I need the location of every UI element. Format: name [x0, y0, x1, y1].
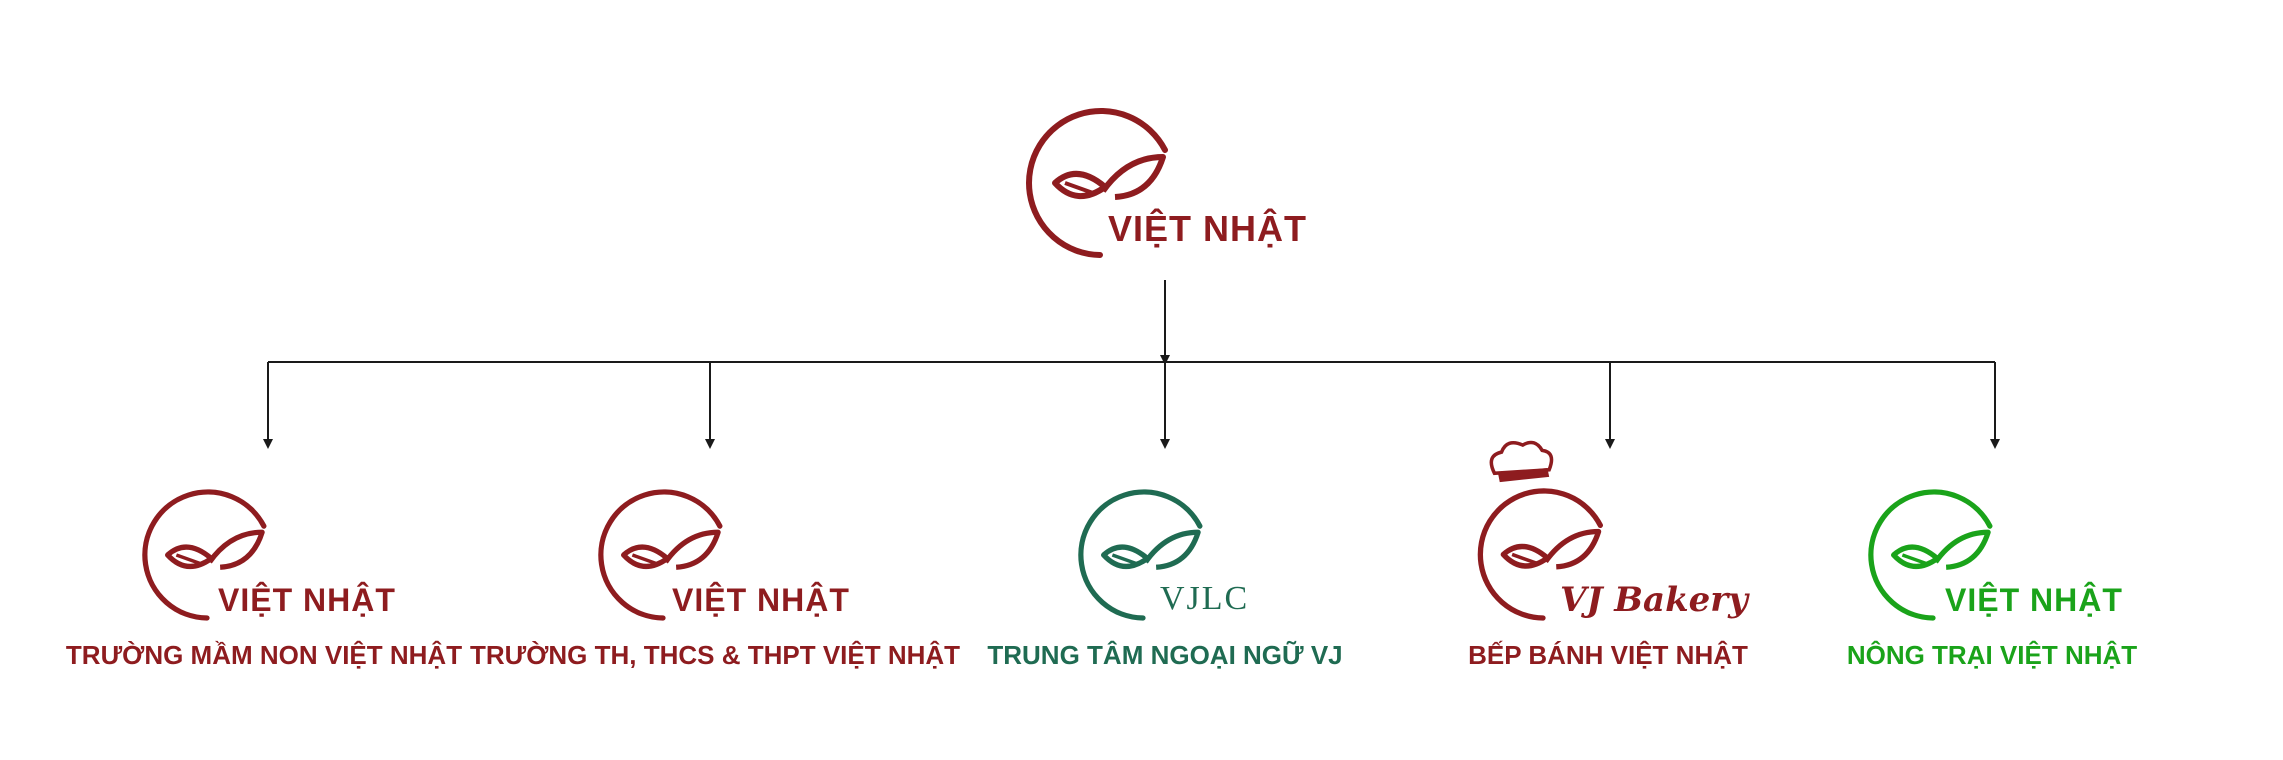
unit-4-wordmark: VJ Bakery [1560, 580, 1748, 620]
unit-5-wordmark: VIỆT NHẬT [1945, 582, 2123, 618]
unit-4-logo [1468, 438, 1618, 621]
unit-3-title: TRUNG TÂM NGOẠI NGỮ VJ [987, 640, 1343, 670]
leaf-swoosh-logo-icon [598, 489, 723, 621]
root-wordmark: VIỆT NHẬT [1108, 208, 1308, 249]
unit-1-wordmark: VIỆT NHẬT [218, 582, 396, 618]
unit-3-wordmark: VJLC [1160, 580, 1250, 617]
leaf-swoosh-logo-icon [1078, 489, 1203, 621]
unit-4-title: BẾP BÁNH VIỆT NHẬT [1468, 640, 1748, 670]
unit-2-logo [588, 478, 738, 621]
leaf-swoosh-logo-icon [1026, 108, 1168, 258]
unit-2-title: TRƯỜNG TH, THCS & THPT VIỆT NHẬT [470, 640, 961, 670]
leaf-swoosh-logo-icon [142, 489, 267, 621]
unit-3-logo [1068, 478, 1218, 621]
chef-hat-icon [1477, 440, 1603, 621]
unit-1-title: TRƯỜNG MẦM NON VIỆT NHẬT [65, 640, 463, 670]
unit-5-title: NÔNG TRẠI VIỆT NHẬT [1846, 640, 2138, 670]
root-logo [1015, 95, 1185, 258]
unit-2-wordmark: VIỆT NHẬT [672, 582, 850, 618]
unit-5-logo [1858, 478, 2008, 621]
unit-1-logo [132, 478, 282, 621]
leaf-swoosh-logo-icon [1868, 489, 1993, 621]
